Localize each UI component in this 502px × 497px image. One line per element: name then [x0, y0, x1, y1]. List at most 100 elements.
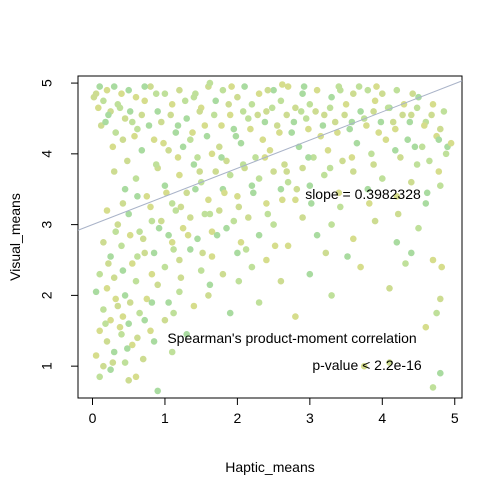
y-axis: 1 2 3 4 5 — [39, 79, 78, 370]
data-point — [150, 338, 158, 345]
data-point — [141, 316, 148, 324]
data-point — [276, 129, 283, 136]
data-point — [306, 101, 314, 108]
data-point — [259, 136, 267, 143]
data-point — [121, 359, 129, 366]
data-point — [179, 143, 187, 151]
data-point — [161, 182, 169, 189]
data-point — [119, 200, 127, 207]
data-point — [152, 90, 160, 97]
plot-box — [77, 75, 463, 399]
data-point — [437, 369, 444, 377]
data-point — [418, 143, 426, 151]
data-point — [284, 242, 292, 250]
data-point — [102, 118, 109, 126]
data-point — [143, 193, 151, 200]
data-point — [392, 125, 399, 133]
data-point — [192, 185, 199, 193]
data-point — [393, 193, 401, 200]
data-point — [147, 83, 154, 90]
data-point — [179, 224, 187, 232]
data-point — [121, 115, 129, 122]
data-point — [212, 97, 219, 105]
data-point — [131, 132, 138, 140]
data-point — [326, 104, 334, 112]
data-point — [305, 125, 312, 133]
data-point — [223, 224, 230, 232]
data-point — [219, 270, 227, 278]
data-point — [263, 200, 270, 207]
data-point — [234, 93, 241, 101]
data-point — [237, 239, 245, 246]
data-point — [148, 270, 156, 278]
data-point — [208, 150, 216, 158]
data-point — [292, 313, 299, 320]
data-point — [310, 154, 317, 161]
data-point — [382, 136, 390, 143]
data-point — [184, 231, 192, 239]
data-point — [119, 267, 127, 274]
data-point — [187, 246, 194, 253]
data-point — [116, 104, 124, 112]
data-point — [110, 348, 118, 356]
data-point — [158, 217, 165, 225]
data-point — [216, 143, 223, 151]
data-point — [118, 90, 125, 97]
data-point — [300, 83, 308, 90]
data-point — [139, 355, 147, 363]
data-point — [100, 362, 107, 370]
data-point — [228, 83, 235, 90]
data-point — [168, 101, 176, 108]
data-point — [368, 150, 375, 158]
data-point — [132, 175, 140, 182]
data-point — [326, 164, 334, 172]
data-point — [96, 327, 103, 335]
x-tick-label: 4 — [378, 410, 386, 426]
data-point — [241, 83, 248, 90]
data-point — [125, 377, 132, 384]
data-point — [337, 203, 344, 211]
data-point — [105, 260, 112, 267]
data-point — [134, 193, 141, 200]
method-annotation: Spearman's product-moment correlation — [167, 330, 416, 346]
data-point — [218, 122, 225, 129]
data-point — [437, 125, 444, 133]
data-point — [163, 189, 170, 197]
data-point — [223, 157, 230, 165]
data-point — [206, 79, 214, 87]
data-point — [103, 86, 111, 94]
data-point — [100, 97, 107, 105]
data-point — [404, 136, 412, 143]
data-point — [189, 129, 196, 136]
data-point — [392, 147, 399, 154]
data-point — [158, 118, 165, 126]
regression-line — [77, 80, 463, 231]
data-point — [141, 97, 148, 105]
data-point — [152, 161, 160, 168]
data-point — [237, 139, 245, 147]
data-point — [283, 111, 291, 119]
data-point — [205, 196, 212, 204]
data-point — [242, 246, 250, 253]
data-point — [379, 175, 386, 182]
data-point — [389, 118, 397, 126]
x-tick-label: 0 — [89, 410, 97, 426]
data-point — [245, 214, 252, 221]
data-point — [208, 253, 216, 260]
data-point — [393, 239, 401, 246]
data-point — [357, 263, 364, 271]
data-point — [408, 178, 415, 186]
data-point — [118, 242, 125, 250]
data-point — [435, 168, 443, 175]
data-point — [350, 168, 357, 175]
data-point — [110, 83, 118, 90]
data-point — [194, 154, 201, 161]
data-point — [100, 239, 107, 246]
data-point — [168, 200, 176, 207]
data-point — [270, 86, 277, 94]
data-point — [161, 316, 169, 324]
y-tick-label: 2 — [39, 291, 55, 299]
data-point — [90, 93, 98, 101]
data-point — [107, 366, 114, 374]
x-tick-label: 5 — [451, 410, 459, 426]
